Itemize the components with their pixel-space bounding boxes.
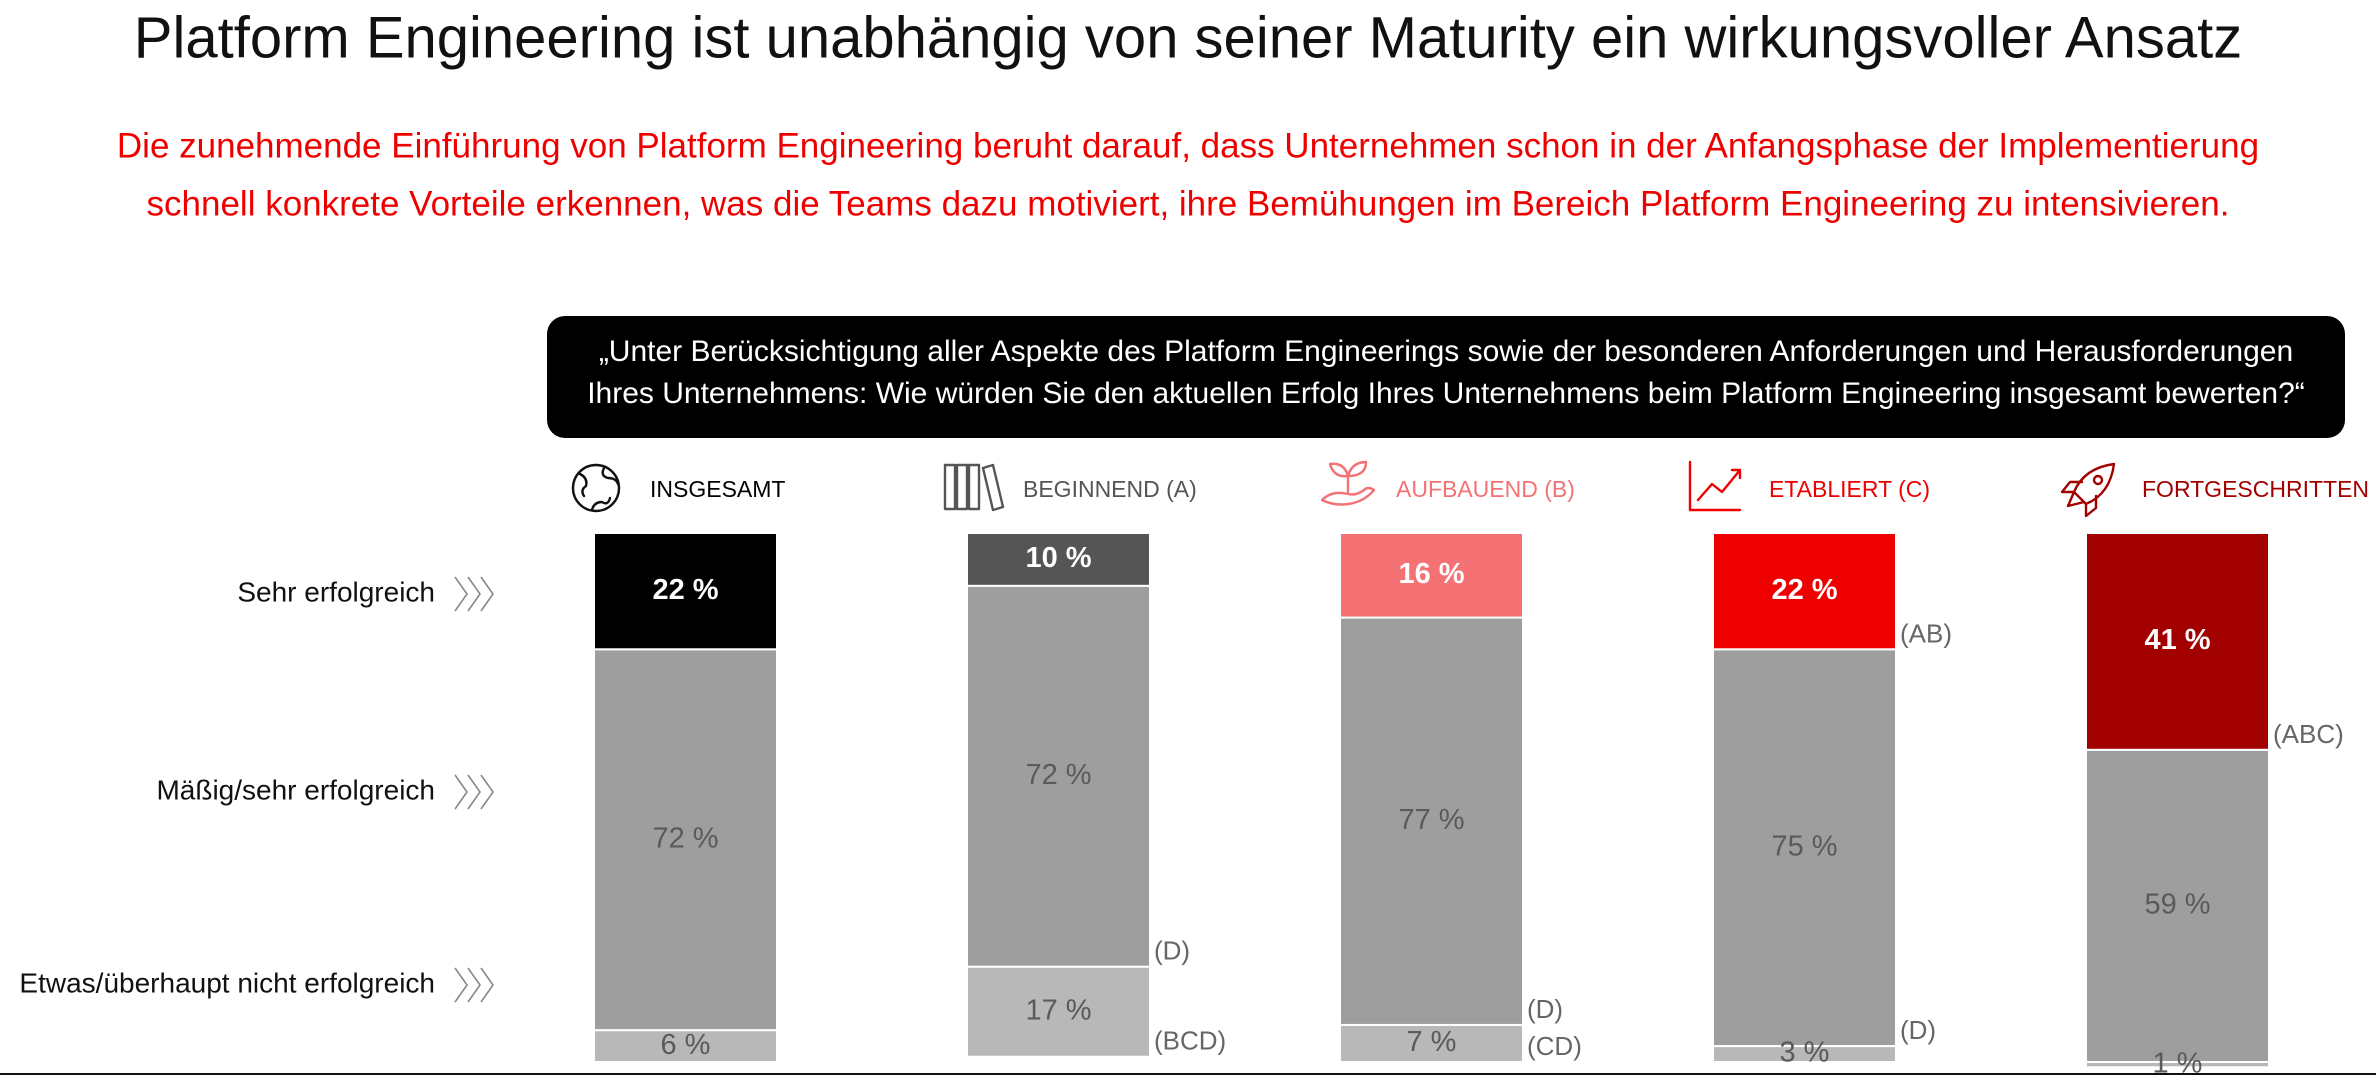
significance-label: (AB) xyxy=(1900,618,1952,648)
significance-label: (CD) xyxy=(1527,1031,1582,1061)
bar-segment xyxy=(1712,532,1897,651)
value-label: 75 % xyxy=(1771,830,1837,862)
value-label: 7 % xyxy=(1407,1026,1457,1058)
globe-icon xyxy=(571,463,621,513)
bar-segment xyxy=(1339,532,1524,619)
bar-segment xyxy=(1339,1023,1524,1063)
question-line: Ihres Unternehmens: Wie würden Sie den a… xyxy=(587,377,2305,410)
chevron xyxy=(480,967,494,1003)
subtitle-line: Die zunehmende Einführung von Platform E… xyxy=(117,126,2259,165)
significance-label: (BCD) xyxy=(1154,1026,1226,1056)
bar-segment xyxy=(1712,1045,1897,1064)
value-label: 72 % xyxy=(652,822,718,854)
value-label: 1 % xyxy=(2153,1047,2203,1078)
subtitle-line: schnell konkrete Vorteile erkennen, was … xyxy=(147,184,2230,223)
chevron xyxy=(454,967,468,1003)
question-line: „Unter Berücksichtigung aller Aspekte de… xyxy=(599,335,2293,368)
chevron xyxy=(467,774,481,810)
row-label: Mäßig/sehr erfolgreich xyxy=(156,774,435,805)
bar-segment xyxy=(1339,616,1524,1026)
value-label: 72 % xyxy=(1025,759,1091,791)
group-label: INSGESAMT xyxy=(650,476,785,502)
significance-label: (D) xyxy=(1900,1015,1936,1045)
row-label: Etwas/überhaupt nicht erfolgreich xyxy=(19,967,435,998)
value-label: 22 % xyxy=(652,574,718,606)
bar-segment xyxy=(2085,748,2270,1063)
value-label: 10 % xyxy=(1025,542,1091,574)
books-icon xyxy=(943,463,1005,512)
bar-segment xyxy=(593,1029,778,1064)
chart-title: Platform Engineering ist unabhängig von … xyxy=(134,5,2242,70)
sprout-icon xyxy=(1320,460,1376,506)
chevron xyxy=(480,576,494,612)
chevron xyxy=(480,774,494,810)
significance-label: (D) xyxy=(1527,994,1563,1024)
value-label: 77 % xyxy=(1398,804,1464,836)
bar-segment xyxy=(966,532,1151,587)
bar-segment xyxy=(1712,648,1897,1048)
value-label: 22 % xyxy=(1771,574,1837,606)
question-box xyxy=(547,316,2345,438)
value-label: 17 % xyxy=(1025,994,1091,1026)
value-label: 16 % xyxy=(1398,558,1464,590)
bar-segment xyxy=(966,584,1151,968)
bar-segment xyxy=(593,532,778,651)
bar-segment xyxy=(966,965,1151,1058)
chart-icon xyxy=(1688,460,1742,512)
bar-segment xyxy=(2085,1061,2270,1069)
chevron xyxy=(467,576,481,612)
value-label: 59 % xyxy=(2144,889,2210,921)
significance-label: (D) xyxy=(1154,936,1190,966)
group-label: FORTGESCHRITTEN (D) xyxy=(2142,476,2376,502)
significance-label: (ABC) xyxy=(2273,719,2344,749)
group-label: BEGINNEND (A) xyxy=(1023,476,1197,502)
rocket-icon xyxy=(2060,462,2116,518)
value-label: 3 % xyxy=(1780,1037,1830,1069)
bar-segment xyxy=(2085,532,2270,751)
value-label: 41 % xyxy=(2144,624,2210,656)
group-label: AUFBAUEND (B) xyxy=(1396,476,1575,502)
chevron xyxy=(454,774,468,810)
group-label: ETABLIERT (C) xyxy=(1769,476,1930,502)
chevron xyxy=(454,576,468,612)
value-label: 6 % xyxy=(661,1029,711,1061)
row-label: Sehr erfolgreich xyxy=(237,576,435,607)
chevron xyxy=(467,967,481,1003)
